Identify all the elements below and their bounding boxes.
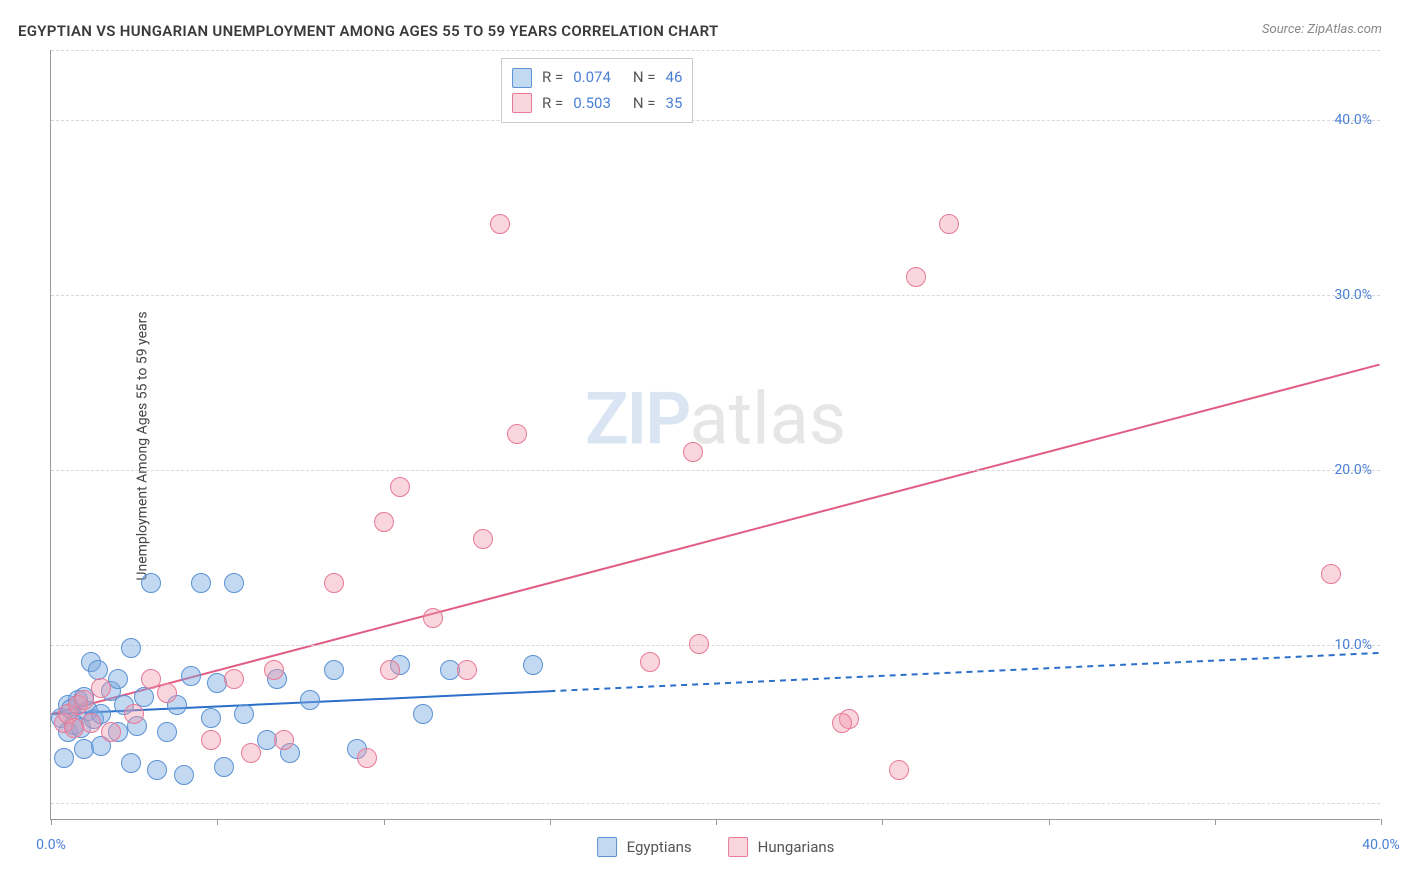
scatter-point [832,713,852,733]
watermark-part1: ZIP [585,377,689,462]
legend-row: R = 0.074 N = 46 [512,65,682,91]
scatter-point [147,760,167,780]
scatter-point [241,743,261,763]
scatter-point [141,573,161,593]
scatter-point [224,573,244,593]
scatter-point [214,757,234,777]
y-tick-label: 30.0% [1334,287,1372,303]
scatter-point [264,660,284,680]
legend-row: R = 0.503 N = 35 [512,91,682,117]
legend-r-label: R = [542,65,563,91]
trend-line-solid [51,365,1379,715]
legend-swatch [512,93,532,113]
gridline-horizontal [51,120,1380,121]
x-tick [1381,819,1382,825]
legend-series-item: Hungarians [728,837,835,857]
x-tick [217,819,218,825]
scatter-point [390,477,410,497]
scatter-point [181,666,201,686]
scatter-point [1321,564,1341,584]
watermark: ZIPatlas [585,377,846,462]
legend-n-value: 35 [666,91,683,117]
scatter-point [523,655,543,675]
legend-swatch [597,837,617,857]
gridline-horizontal [51,803,1380,804]
scatter-point [324,660,344,680]
x-tick-label: 0.0% [36,837,66,853]
scatter-point [141,669,161,689]
legend-correlation-box: R = 0.074 N = 46 R = 0.503 N = 35 [501,58,693,123]
source-attribution: Source: ZipAtlas.com [1262,22,1382,37]
gridline-horizontal [51,50,1380,51]
legend-series-label: Egyptians [627,838,692,856]
plot-area: ZIPatlas 10.0%20.0%30.0%40.0%0.0%40.0%R … [50,50,1380,820]
scatter-point [81,713,101,733]
scatter-point [413,704,433,724]
x-tick [882,819,883,825]
x-tick [384,819,385,825]
legend-swatch [728,837,748,857]
legend-n-label: N = [633,91,656,117]
x-tick [1215,819,1216,825]
scatter-point [889,760,909,780]
legend-series-label: Hungarians [758,838,835,856]
scatter-point [121,638,141,658]
scatter-point [101,722,121,742]
scatter-point [939,214,959,234]
scatter-point [234,704,254,724]
gridline-horizontal [51,470,1380,471]
trend-line-dashed [549,653,1379,691]
chart-title: EGYPTIAN VS HUNGARIAN UNEMPLOYMENT AMONG… [18,22,719,40]
legend-swatch [512,68,532,88]
legend-r-label: R = [542,91,563,117]
gridline-horizontal [51,295,1380,296]
scatter-point [74,690,94,710]
legend-n-value: 46 [666,65,683,91]
legend-n-label: N = [633,65,656,91]
scatter-point [473,529,493,549]
scatter-point [174,765,194,785]
scatter-point [191,573,211,593]
scatter-point [54,748,74,768]
scatter-point [157,722,177,742]
legend-series: Egyptians Hungarians [597,837,835,857]
scatter-point [507,424,527,444]
x-tick [550,819,551,825]
gridline-horizontal [51,645,1380,646]
x-tick-label: 40.0% [1362,837,1400,853]
scatter-point [274,730,294,750]
scatter-point [423,608,443,628]
scatter-point [91,678,111,698]
x-tick [1049,819,1050,825]
scatter-point [157,683,177,703]
scatter-point [201,730,221,750]
scatter-point [124,704,144,724]
scatter-point [689,634,709,654]
scatter-point [300,690,320,710]
scatter-point [121,753,141,773]
y-tick-label: 10.0% [1334,637,1372,653]
scatter-point [683,442,703,462]
x-tick [716,819,717,825]
scatter-point [380,660,400,680]
y-tick-label: 20.0% [1334,462,1372,478]
legend-r-value: 0.074 [573,65,611,91]
scatter-point [357,748,377,768]
scatter-point [906,267,926,287]
scatter-point [457,660,477,680]
scatter-point [374,512,394,532]
scatter-point [324,573,344,593]
trend-lines-svg [51,50,1380,819]
scatter-point [490,214,510,234]
watermark-part2: atlas [689,377,846,462]
scatter-point [224,669,244,689]
x-tick [51,819,52,825]
legend-series-item: Egyptians [597,837,692,857]
y-tick-label: 40.0% [1334,112,1372,128]
scatter-point [640,652,660,672]
scatter-point [201,708,221,728]
legend-r-value: 0.503 [573,91,611,117]
